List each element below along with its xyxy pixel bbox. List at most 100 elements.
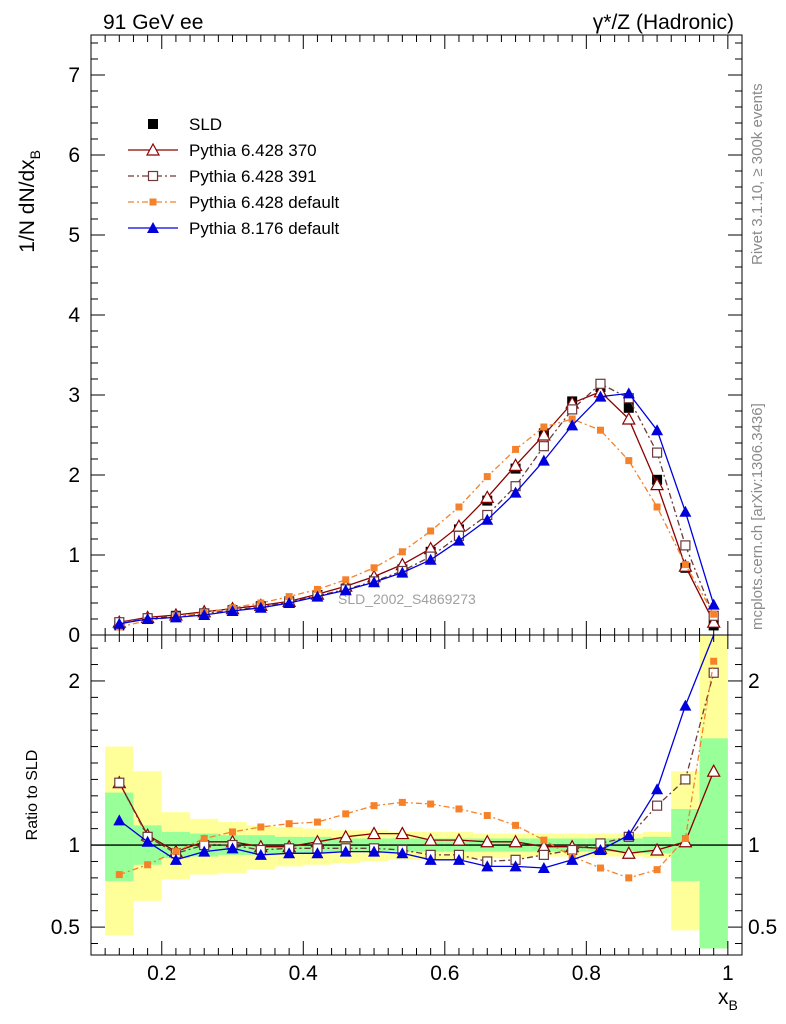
ratio-point-p8def: [226, 842, 239, 854]
ratio-point-p370: [650, 842, 665, 856]
ratio-point-p370: [367, 826, 382, 840]
ratio-point-p6def: [540, 836, 548, 844]
ratio-point-p370: [423, 832, 438, 846]
ratio-point-p6def: [370, 802, 378, 810]
x-axis-title-sub: B: [729, 997, 738, 1013]
ratio-point-p8def: [339, 845, 352, 857]
ratio-band-inner: [105, 792, 134, 882]
ratio-point-p8def: [566, 853, 579, 865]
legend-label-data: SLD: [189, 115, 222, 134]
main-point-p8def: [679, 505, 692, 517]
ratio-point-p6def: [483, 812, 491, 820]
ratio-point-p6def: [681, 834, 689, 842]
main-point-p8def: [537, 454, 550, 466]
legend-marker-p8def: [147, 222, 159, 233]
main-point-p391: [651, 447, 663, 458]
main-line-p391: [119, 383, 715, 623]
main-point-p6def: [681, 561, 689, 569]
main-point-p8def: [226, 605, 239, 616]
main-point-p8def: [396, 566, 409, 578]
main-point-p391: [538, 441, 549, 452]
main-point-p6def: [285, 593, 293, 601]
ratio-point-p8def: [594, 843, 607, 855]
ratio-point-p8def: [396, 847, 409, 859]
main-point-p6def: [427, 527, 435, 535]
main-point-p370: [480, 490, 495, 503]
main-point-p8def: [169, 611, 182, 623]
main-point-p8def: [566, 419, 579, 431]
ratio-line-p370: [118, 770, 715, 854]
ratio-point-p370: [706, 763, 721, 777]
ratio-point-p8def: [679, 699, 692, 711]
main-point-p370: [536, 427, 551, 441]
main-point-p6def: [313, 585, 321, 593]
ratio-point-p370: [508, 834, 523, 848]
ratio-point-p6def: [653, 866, 661, 874]
ratio-y-tick-label: 0.5: [51, 916, 80, 939]
ratio-band-layer: [105, 635, 728, 949]
ratio-point-p8def: [481, 860, 494, 872]
main-series-layer: [112, 378, 721, 631]
ratio-point-p391: [708, 667, 719, 678]
ratio-y-tick-label-right: 2: [748, 670, 760, 693]
ratio-point-p6def: [257, 823, 265, 831]
main-point-p370: [621, 411, 636, 425]
ratio-point-p8def: [651, 783, 664, 795]
ratio-point-p391: [114, 777, 125, 788]
main-y-tick-label: 7: [68, 64, 80, 87]
main-point-p6def: [398, 548, 406, 556]
ratio-point-p6def: [596, 864, 604, 872]
legend-marker-data: [148, 119, 158, 129]
legend-marker-p6def: [149, 198, 157, 206]
main-point-p8def: [368, 576, 381, 588]
main-line-p8def: [119, 392, 715, 625]
ratio-point-p8def: [368, 845, 381, 857]
header-right-process: γ*/Z: [593, 11, 631, 34]
main-point-p8def: [622, 387, 635, 399]
mcplots-source-label: mcplots.cern.ch [arXiv:1306.3436]: [749, 403, 766, 630]
main-point-p8def: [283, 597, 296, 608]
ratio-point-p6def: [144, 861, 152, 869]
ratio-line-p391: [118, 672, 715, 863]
main-line-p6def: [119, 418, 715, 628]
main-point-p370: [706, 614, 721, 628]
main-point-p391: [567, 404, 578, 415]
main-y-tick-label: 4: [68, 304, 80, 327]
main-point-p6def: [625, 457, 633, 465]
legend-label-p8def: Pythia 8.176 default: [189, 219, 340, 238]
main-y-tick-label: 2: [68, 464, 80, 487]
ratio-point-p6def: [625, 874, 633, 882]
main-point-p8def: [113, 617, 126, 629]
ratio-point-p8def: [113, 814, 126, 826]
x-tick-label: 0.4: [289, 962, 319, 985]
ratio-point-p370: [338, 829, 353, 843]
ratio-point-p6def: [229, 828, 237, 836]
ratio-point-p6def: [115, 871, 123, 879]
legend-label-p391: Pythia 6.428 391: [189, 167, 317, 186]
rivet-version-label: Rivet 3.1.10, ≥ 300k events: [749, 83, 766, 265]
main-point-p6def: [455, 503, 463, 511]
main-y-tick-label: 6: [68, 144, 80, 167]
ratio-point-p6def: [512, 821, 520, 829]
main-y-axis-title: 1/N dN/dxB: [16, 150, 43, 253]
legend: SLD Pythia 6.428 370 Pythia 6.428 391 Pythi…: [128, 115, 340, 238]
axes-layer: 0 1 2 3 4 5 6 7 0.5 0.5 1 1 2 2 0.2 0.4 0.6 0.8 1: [51, 35, 777, 985]
ratio-point-p8def: [311, 847, 324, 859]
main-point-p6def: [540, 423, 548, 431]
ratio-y-tick-label-right: 0.5: [748, 916, 777, 939]
main-point-p6def: [596, 426, 604, 434]
ratio-point-p8def: [509, 860, 522, 872]
main-point-p8def: [311, 590, 324, 602]
ratio-point-p8def: [452, 853, 465, 865]
ratio-point-p391: [680, 774, 691, 785]
legend-label-p370: Pythia 6.428 370: [189, 141, 317, 160]
ratio-point-p8def: [254, 848, 267, 860]
main-point-p6def: [370, 564, 378, 572]
ratio-point-p6def: [172, 848, 180, 856]
ratio-point-p8def: [622, 829, 635, 841]
ratio-point-p370: [451, 832, 466, 846]
ratio-line-p6def: [119, 661, 715, 879]
main-y-axis-title-text: 1/N dN/dx: [16, 159, 39, 253]
main-point-p370: [508, 458, 523, 471]
